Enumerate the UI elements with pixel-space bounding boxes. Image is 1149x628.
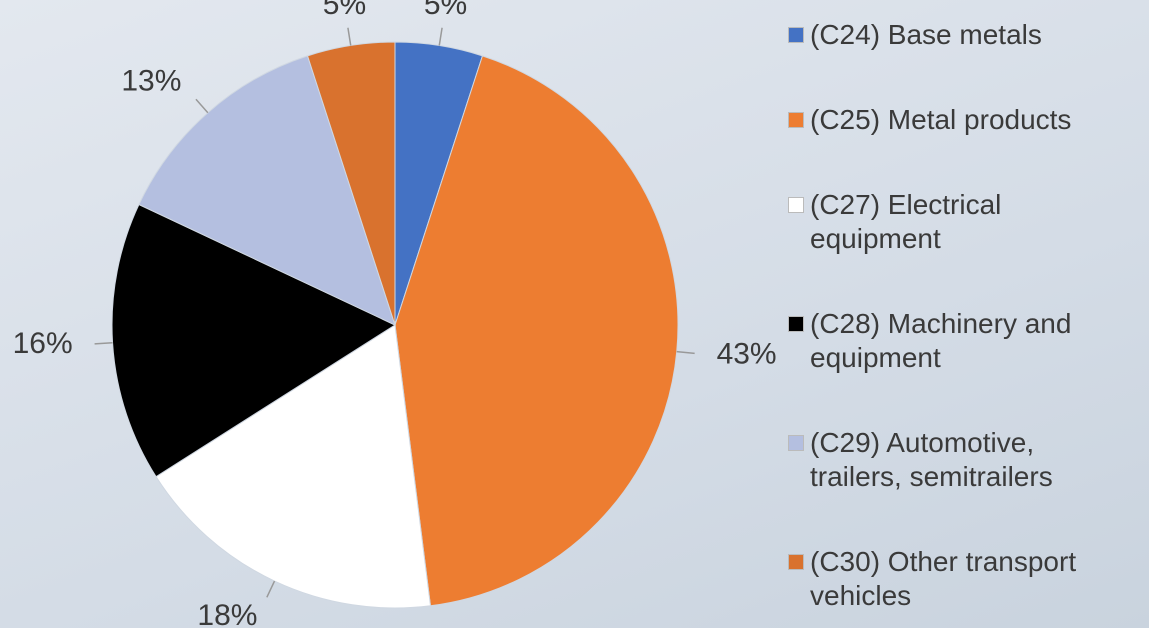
- leader-line: [438, 27, 443, 46]
- legend-swatch: [788, 435, 804, 451]
- legend-label: (C30) Other transport vehicles: [810, 546, 1077, 611]
- legend: (C24) Base metals (C25) Metal products (C2…: [788, 18, 1138, 613]
- leader-line: [676, 350, 695, 355]
- data-label: 16%: [13, 327, 73, 360]
- legend-item: (C27) Electrical equipment: [788, 188, 1138, 256]
- legend-label: (C25) Metal products: [810, 104, 1072, 135]
- legend-swatch: [788, 554, 804, 570]
- legend-label: (C28) Machinery and equipment: [810, 308, 1072, 373]
- leader-line: [195, 98, 209, 114]
- legend-label: (C27) Electrical equipment: [810, 189, 1002, 254]
- legend-label: (C29) Automotive, trailers, semitrailers: [810, 427, 1053, 492]
- legend-swatch: [788, 316, 804, 332]
- pie-slice: [394, 55, 679, 607]
- data-label: 18%: [197, 599, 257, 628]
- data-label: 43%: [717, 337, 777, 370]
- leader-line: [347, 27, 352, 46]
- legend-swatch: [788, 112, 804, 128]
- pie-slice: [155, 324, 432, 609]
- legend-item: (C25) Metal products: [788, 103, 1138, 137]
- leader-line: [94, 342, 113, 345]
- legend-item: (C24) Base metals: [788, 18, 1138, 52]
- pie-slice: [138, 55, 396, 326]
- data-label: 13%: [121, 65, 181, 98]
- legend-label: (C24) Base metals: [810, 19, 1042, 50]
- data-label: 5%: [424, 0, 467, 21]
- pie-slice: [306, 41, 396, 326]
- legend-item: (C30) Other transport vehicles: [788, 545, 1138, 613]
- legend-item: (C28) Machinery and equipment: [788, 307, 1138, 375]
- legend-swatch: [788, 197, 804, 213]
- legend-swatch: [788, 27, 804, 43]
- chart: 5% 43% 18% 16% 13% 5%: [13, 0, 777, 628]
- leader-line: [266, 580, 276, 598]
- pie-slice: [111, 203, 397, 478]
- data-label: 5%: [323, 0, 366, 21]
- legend-item: (C29) Automotive, trailers, semitrailers: [788, 426, 1138, 494]
